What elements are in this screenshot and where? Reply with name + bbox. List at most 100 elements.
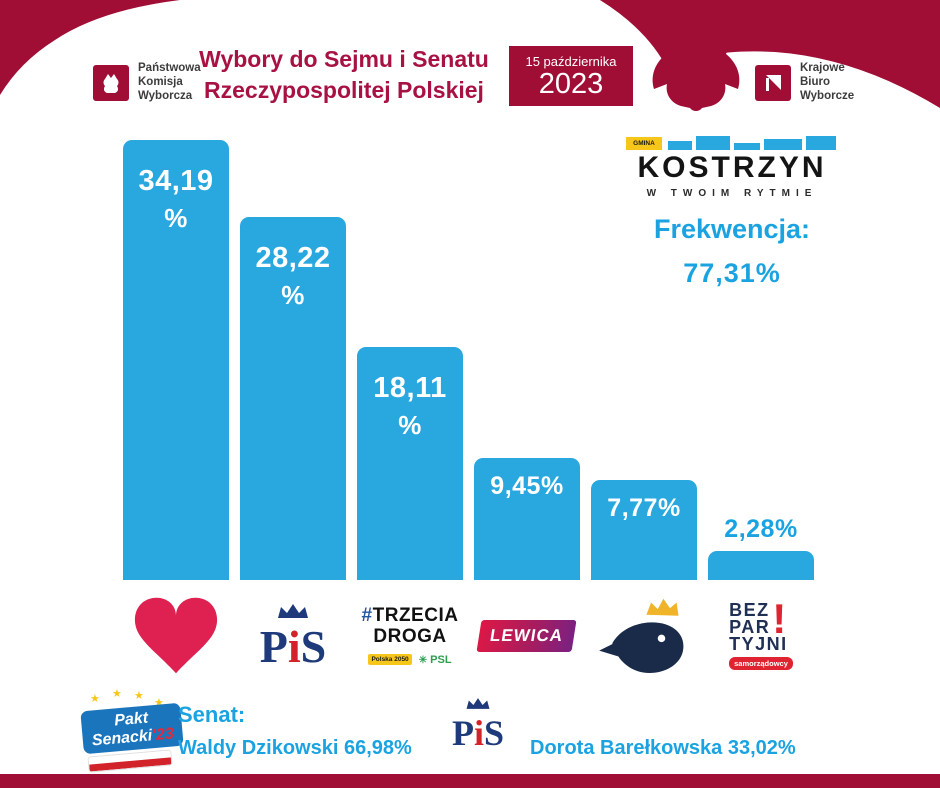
senat-candidate-1: Waldy Dzikowski 66,98% [178,737,412,759]
kostrzyn-logo: GMINA KOSTRZYN W TWOIM RYTMIE [612,131,852,199]
turnout-value: 77,31% [683,258,781,288]
heart-icon [134,597,218,674]
header-wave [0,0,940,111]
skyline-block [668,141,692,150]
clover-icon: ✳ [418,654,428,666]
kbw-logo: Krajowe Biuro Wyborcze [755,62,854,103]
senat-candidate-2: Dorota Barełkowska 33,02% [530,737,796,759]
lewica-logo: LEWICA [474,585,580,687]
bar-value-unit: % [281,280,305,311]
bar-value-label: 28,22 % [240,217,346,313]
lewica-wordmark: LEWICA [489,626,566,645]
bar-lewica: 9,45% [474,458,580,580]
bez-line1: BEZ [729,599,770,620]
kostrzyn-tagline: W TWOIM RYTMIE [646,188,818,199]
bar-value-number: 34,19 [138,165,214,197]
kbw-logo-icon [755,64,791,101]
pkw-text-line1: Państwowa [138,62,201,74]
kbw-text-line3: Wyborcze [800,89,855,102]
konfederacja-eagle-icon [598,598,683,673]
bar-column-konfederacja: 7,77% [591,480,697,580]
hash-icon: # [361,605,373,627]
skyline-block [764,139,802,150]
konfederacja-logo [591,585,697,687]
skyline-block [696,136,730,150]
trzecia-droga-line2: DROGA [373,626,447,647]
bar-column-pis: 28,22 % [240,217,346,580]
ko-heart-logo [123,585,229,687]
pkw-logo: Państwowa Komisja Wyborcza [93,62,201,103]
pis-logo-small: PiS [452,697,504,751]
bar-value-label: 34,19 % [123,140,229,236]
bar-column-trzecia-droga: 18,11 % [357,347,463,580]
title-line2: Rzeczypospolitej Polskiej [204,76,484,103]
bar-ko: 34,19 % [123,140,229,580]
kbw-logo-text: Krajowe Biuro Wyborcze [800,62,854,103]
page-title: Wybory do Sejmu i Senatu Rzeczypospolite… [183,44,505,106]
bar-bezpartyjni [708,551,814,580]
trzecia-text: TRZECIA [372,605,459,627]
pis-letter-i: i [287,620,301,672]
bottom-band [0,774,940,788]
party-logos-row: PiS #TRZECIA DROGA Polska 2050 ✳ PSL LEW… [123,585,814,687]
date-year: 2023 [538,68,604,100]
pis-wordmark: PiS [452,715,504,751]
bar-trzecia-droga: 18,11 % [357,347,463,580]
gmina-badge: GMINA [626,137,662,150]
trzecia-droga-line1: #TRZECIA [361,605,459,627]
bar-value-unit: % [398,410,422,441]
kostrzyn-skyline-icon: GMINA [626,131,838,150]
pkw-logo-icon [93,64,129,101]
bar-konfederacja: 7,77% [591,480,697,580]
bar-value-label: 9,45% [490,472,564,500]
pis-letter-s: S [300,620,327,672]
pis-letter-s: S [484,713,505,753]
polska2050-badge: Polska 2050 [368,654,412,666]
wave-right-corner [600,0,940,108]
samorzadowcy-badge: samorządowcy [729,657,793,671]
bez-line2: PAR [729,616,771,637]
trzecia-droga-logo: #TRZECIA DROGA Polska 2050 ✳ PSL [357,585,463,687]
pkw-text-line2: Komisja [138,75,183,88]
star-icon: ★ [90,693,100,705]
kostrzyn-name: KOSTRZYN [637,151,827,184]
date-day: 15 października [525,54,617,69]
bar-value-label: 18,11 % [357,347,463,443]
trzecia-droga-partners: Polska 2050 ✳ PSL [362,654,459,666]
wave-left-corner [0,0,180,95]
bar-value-unit: % [164,203,188,234]
title-line1: Wybory do Sejmu i Senatu [199,46,489,72]
pis-crown-icon [277,603,308,618]
pis-letter-p: P [452,713,474,753]
bar-value-number: 18,11 [373,372,447,404]
pis-letter-p: P [259,620,288,672]
psl-mark: ✳ PSL [419,654,452,666]
pakt-year: '23 [151,725,175,744]
exclamation-mark: ! [772,594,787,642]
results-bar-chart: 34,19 % 28,22 % 18,11 % 9 [123,0,814,580]
star-icon: ★ [134,690,144,702]
bar-value-label: 7,77% [607,494,681,522]
bezpartyjni-logo: BEZ PAR ! TYJNI samorządowcy [708,585,814,687]
pakt-banner: Pakt Senacki'23 [80,702,184,755]
bar-column-lewica: 9,45% [474,458,580,580]
pis-logo: PiS [240,585,346,687]
date-badge: 15 października 2023 [509,46,633,106]
bar-pis: 28,22 % [240,217,346,580]
lewica-banner: LEWICA [476,620,578,652]
star-icon: ★ [154,697,164,709]
pkw-text-line3: Wyborcza [138,89,193,102]
pakt-senacki-logo: ★ ★ ★ ★ Pakt Senacki'23 [80,688,184,778]
psl-text: PSL [430,653,452,666]
kbw-text-line2: Biuro [800,75,831,88]
kbw-text-line1: Krajowe [800,62,845,74]
eagle-icon [652,23,740,111]
senat-label: Senat: [178,702,246,727]
bar-column-ko: 34,19 % [123,140,229,580]
skyline-block [806,136,836,150]
pis-letter-i: i [474,713,485,753]
bez-line3: TYJNI [729,634,788,655]
bar-column-bezpartyjni: 2,28% [708,515,814,580]
star-icon: ★ [112,688,122,700]
